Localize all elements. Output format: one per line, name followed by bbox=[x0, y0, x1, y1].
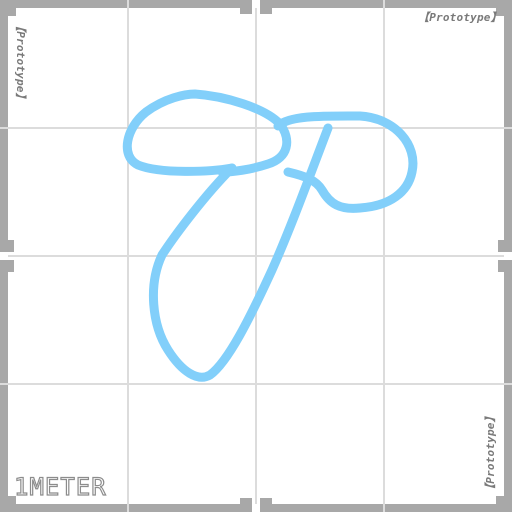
scribble-long-curve bbox=[149, 123, 333, 382]
scale-label: 1METER bbox=[13, 473, 107, 501]
grid-lines bbox=[8, 8, 504, 504]
scribble-left-loop bbox=[122, 89, 292, 177]
prototype-watermark-top-right: 【Prototype】 bbox=[418, 11, 502, 24]
scribble-right-loop bbox=[273, 111, 418, 213]
